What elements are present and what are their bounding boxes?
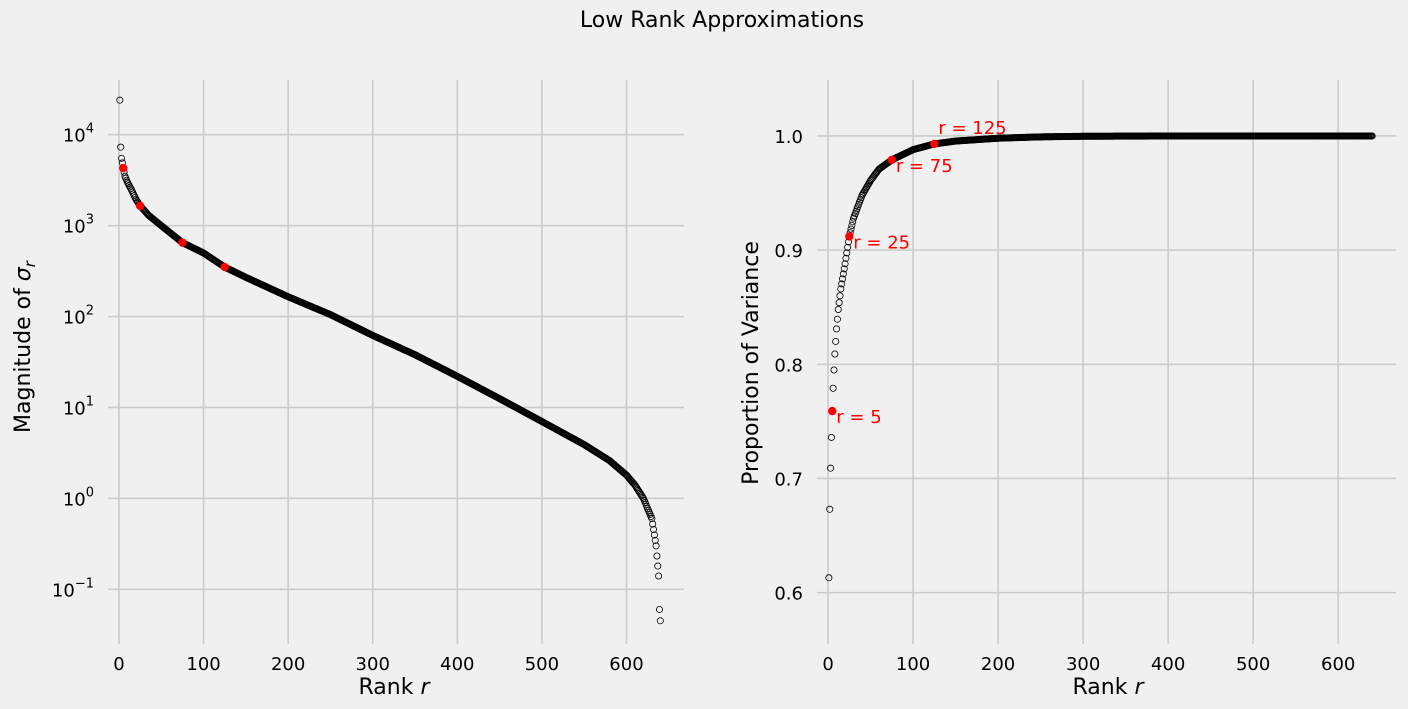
highlight-points (828, 139, 939, 416)
data-point (833, 315, 841, 323)
x-tick-label: 600 (609, 654, 643, 675)
data-point (652, 542, 660, 550)
data-point (117, 143, 125, 151)
x-tick-label: 600 (1321, 654, 1355, 675)
x-axis-label: Rank r (1072, 675, 1145, 700)
data-point (844, 243, 852, 251)
data-point (655, 572, 663, 580)
data-point (653, 552, 661, 560)
grid-lines (817, 80, 1396, 644)
x-tick-label: 400 (1151, 654, 1185, 675)
x-axis-label: Rank r (358, 675, 431, 700)
data-point (649, 520, 657, 528)
highlight-point (930, 139, 939, 149)
data-point (837, 285, 845, 293)
highlight-point (828, 406, 837, 416)
x-tick-label: 0 (113, 654, 124, 675)
data-point (650, 531, 658, 539)
x-tick-label: 100 (896, 654, 930, 675)
annotation-label: r = 75 (896, 156, 953, 177)
data-point (831, 350, 839, 358)
y-tick-label: 101 (63, 394, 94, 419)
data-point (830, 366, 838, 374)
y-axis-label: Magnitude of σr (11, 260, 39, 433)
x-tick-label: 200 (981, 654, 1015, 675)
y-axis-label: Proportion of Variance (739, 241, 764, 485)
figure-title: Low Rank Approximations (580, 8, 864, 33)
grid-lines (108, 80, 684, 644)
data-point (839, 270, 847, 278)
data-point (656, 617, 664, 625)
data-point (848, 221, 856, 229)
x-tick-label: 300 (356, 654, 390, 675)
data-points (116, 96, 664, 625)
data-point (838, 280, 846, 288)
data-point (832, 337, 840, 345)
x-tick-label: 500 (1236, 654, 1270, 675)
y-tick-label: 104 (63, 122, 94, 147)
highlight-point (845, 232, 854, 241)
y-tick-label: 1.0 (774, 127, 803, 148)
data-point (651, 536, 659, 544)
data-point (841, 260, 849, 268)
highlight-point (135, 201, 145, 211)
x-tick-label: 300 (1066, 654, 1100, 675)
data-point (847, 225, 855, 233)
data-point (648, 515, 656, 523)
highlight-points (119, 163, 229, 272)
highlight-point (178, 238, 187, 247)
y-tick-label: 0.6 (774, 584, 803, 605)
data-point (118, 154, 126, 162)
data-point (834, 305, 842, 313)
proportion-of-variance-plot: 0 100 200 300 400 500 600 0.6 0.7 0.8 0.9 1.0 r = … (739, 80, 1396, 700)
annotation-label: r = 5 (836, 407, 881, 428)
data-point (630, 480, 638, 488)
data-point (825, 574, 833, 582)
data-point (650, 525, 658, 533)
data-point (843, 249, 851, 257)
data-point (842, 254, 850, 262)
singular-values-plot: 0 100 200 300 400 500 600 10−1100101102103104 … (11, 80, 684, 700)
y-tick-label: 0.8 (774, 355, 803, 376)
data-point (839, 275, 847, 283)
y-tick-label: 100 (63, 485, 94, 510)
y-tick-labels: 10−1 100 101 102 103 104 (52, 122, 94, 602)
data-point (827, 433, 835, 441)
data-point (826, 505, 834, 513)
data-point (116, 96, 124, 104)
x-tick-labels: 0 100 200 300 400 500 600 (822, 654, 1355, 675)
data-point (836, 292, 844, 300)
data-point (835, 299, 843, 307)
data-point (1368, 132, 1376, 140)
y-tick-labels: 0.6 0.7 0.8 0.9 1.0 (774, 127, 803, 605)
highlight-point (119, 163, 128, 173)
x-tick-label: 200 (271, 654, 305, 675)
highlight-point (887, 155, 897, 165)
y-tick-label: 103 (63, 213, 94, 238)
x-tick-label: 100 (186, 654, 220, 675)
data-point (827, 464, 835, 472)
data-points (825, 132, 1376, 582)
y-tick-label: 102 (63, 304, 94, 329)
x-tick-label: 500 (525, 654, 559, 675)
annotation-label: r = 125 (938, 118, 1006, 139)
annotation-label: r = 25 (853, 232, 910, 253)
y-tick-label: 10−1 (52, 576, 94, 601)
x-tick-label: 400 (440, 654, 474, 675)
data-point (840, 265, 848, 273)
y-tick-label: 0.7 (774, 469, 803, 490)
highlight-point (220, 262, 229, 272)
x-tick-labels: 0 100 200 300 400 500 600 (113, 654, 643, 675)
data-point (829, 384, 837, 392)
x-tick-label: 0 (822, 654, 833, 675)
y-tick-label: 0.9 (774, 241, 803, 262)
data-point (655, 605, 663, 613)
data-point (654, 562, 662, 570)
annotations: r = 5 r = 25 r = 75 r = 125 (836, 118, 1006, 428)
data-point (833, 325, 841, 333)
